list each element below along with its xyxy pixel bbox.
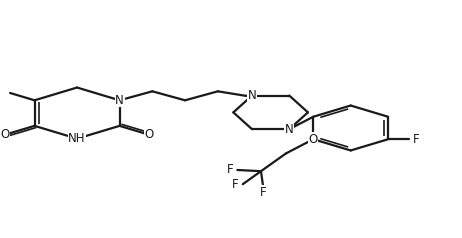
- Text: N: N: [115, 94, 124, 107]
- Text: F: F: [413, 133, 419, 146]
- Text: F: F: [232, 178, 239, 191]
- Text: O: O: [145, 128, 154, 141]
- Text: NH: NH: [68, 132, 86, 145]
- Text: N: N: [285, 123, 294, 136]
- Text: O: O: [0, 128, 10, 141]
- Text: O: O: [309, 133, 318, 146]
- Text: F: F: [260, 186, 267, 199]
- Text: F: F: [227, 164, 233, 177]
- Text: N: N: [248, 89, 256, 102]
